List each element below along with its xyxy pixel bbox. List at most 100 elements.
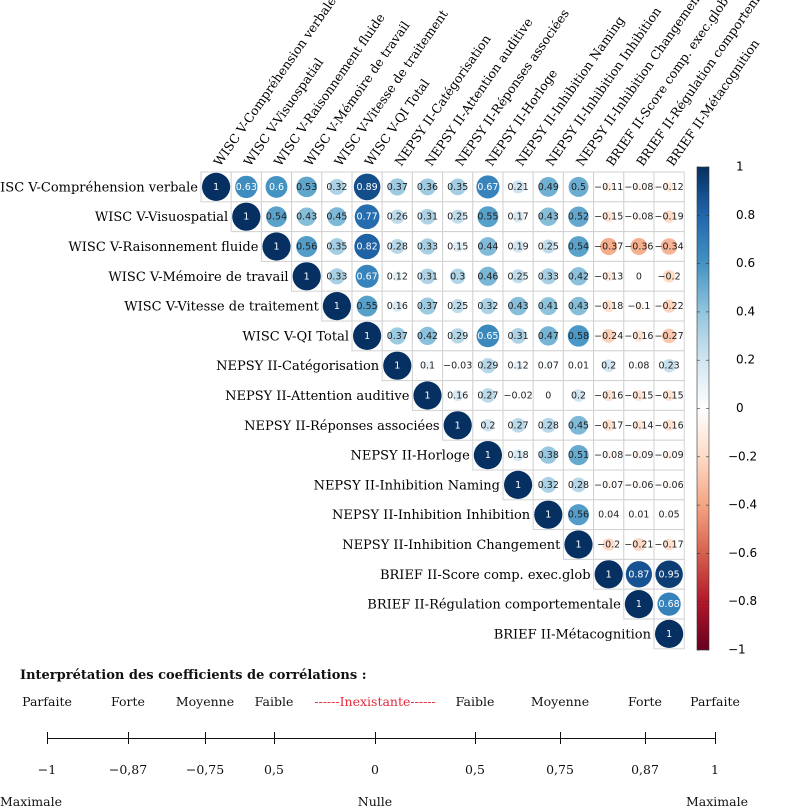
matrix-cell: 0.45 — [321, 201, 353, 233]
row-label: BRIEF II-Régulation comportementale — [367, 598, 621, 613]
matrix-cell: 0.43 — [562, 290, 595, 322]
cell-value: −0.08 — [624, 182, 653, 193]
matrix-cell: 1 — [472, 439, 504, 471]
correlation-circle — [513, 360, 523, 371]
scale-value-label: −1 — [37, 762, 57, 777]
cell-value: 0.54 — [568, 242, 589, 253]
row-label: WISC V-QI Total — [242, 329, 349, 344]
correlation-circle — [481, 418, 495, 432]
correlation-circle — [508, 296, 528, 316]
correlation-circle — [450, 209, 465, 224]
row-label: BRIEF II-Score comp. exec.glob — [380, 568, 591, 583]
correlation-plot: WISC V-Compréhension verbale WISC V-Visuo… — [0, 0, 785, 657]
scale-value-label: 1 — [711, 762, 719, 777]
correlation-circle — [568, 236, 589, 257]
cell-value: −0.17 — [655, 540, 684, 551]
correlation-circle — [567, 504, 590, 526]
cell-value: 0.29 — [447, 331, 468, 342]
cell-value: 0.19 — [508, 242, 529, 253]
correlation-circle — [568, 176, 589, 197]
scale-tick — [375, 732, 376, 744]
correlation-circle — [634, 182, 643, 191]
matrix-cell: 0.42 — [411, 320, 444, 352]
cell-value: −0.16 — [594, 391, 623, 402]
cell-value: −0.2 — [597, 540, 620, 551]
correlation-circle — [655, 560, 683, 589]
cell-value: −0.08 — [594, 450, 623, 461]
cell-value: −0.17 — [594, 420, 623, 431]
cell-value: 0.25 — [447, 212, 468, 223]
matrix-cell: −0.16 — [653, 409, 685, 441]
correlation-circle — [539, 207, 558, 226]
cell-value: 1 — [636, 599, 642, 610]
matrix-cell: 0.56 — [291, 231, 323, 262]
matrix-cell: 1 — [562, 529, 595, 560]
cell-value: 0.67 — [477, 182, 498, 193]
cell-value: −0.15 — [594, 212, 623, 223]
matrix-cell: −0.03 — [442, 350, 474, 382]
correlation-circle — [541, 239, 556, 254]
correlation-circle — [235, 175, 258, 199]
correlation-circle — [455, 363, 461, 369]
matrix-cell: 0.28 — [381, 231, 413, 262]
cell-value: 0.17 — [508, 212, 529, 223]
correlation-circle — [322, 292, 351, 321]
cell-value: 0.46 — [477, 271, 498, 282]
cell-value: 0.43 — [508, 301, 529, 312]
cell-value: 0.5 — [571, 182, 586, 193]
matrix-cell: 0.31 — [411, 260, 444, 292]
correlation-circle — [663, 419, 675, 431]
matrix-cell: −0.12 — [653, 171, 685, 203]
legend-tick-label: 1 — [736, 160, 744, 174]
cell-value: 0.29 — [477, 361, 498, 372]
cell-value: −0.06 — [624, 480, 653, 491]
correlation-circle — [540, 476, 557, 493]
correlation-circle — [327, 207, 347, 227]
cell-value: 0.45 — [568, 420, 589, 431]
cell-value: 0.28 — [387, 242, 408, 253]
correlation-circle — [604, 451, 613, 460]
matrix-cell: −0.13 — [593, 260, 625, 292]
correlation-circle — [296, 176, 317, 198]
cell-value: 1 — [213, 182, 219, 193]
matrix-cell: 0.58 — [562, 320, 595, 352]
correlation-circle — [265, 175, 288, 198]
cell-value: 0.77 — [357, 212, 378, 223]
correlation-circle — [602, 300, 615, 313]
correlation-circle — [479, 298, 496, 315]
correlation-circle — [600, 237, 618, 256]
scale-tick — [475, 732, 476, 744]
cell-value: 0.36 — [417, 182, 438, 193]
correlation-circle — [449, 268, 466, 285]
cell-value: 1 — [364, 331, 370, 342]
cell-value: 0.12 — [387, 271, 408, 282]
matrix-cell: 0.29 — [472, 350, 504, 382]
legend-tick-label: −0.2 — [728, 449, 757, 463]
matrix-cell: 0 — [623, 260, 655, 292]
correlation-circle — [480, 388, 496, 403]
matrix-cell: 0.35 — [321, 231, 353, 262]
legend-tick-label: 0 — [736, 401, 744, 415]
correlation-circle — [202, 172, 231, 201]
correlation-circle — [661, 328, 677, 344]
scale-value-label: 0 — [371, 762, 379, 777]
correlation-circle — [663, 538, 675, 551]
correlation-circle — [633, 330, 645, 342]
cell-value: 0.04 — [598, 510, 619, 521]
legend-tick-label: −0.8 — [728, 594, 757, 608]
cell-value: 0.28 — [538, 420, 559, 431]
correlation-circle — [664, 182, 674, 192]
matrix-cell: 0.12 — [502, 350, 534, 382]
matrix-cell: −0.02 — [502, 380, 534, 411]
correlation-circle — [419, 178, 436, 196]
correlation-circle — [383, 351, 412, 380]
correlation-circle — [534, 500, 563, 529]
scale-axis — [47, 738, 715, 739]
legend-tick-label: 0.6 — [736, 256, 755, 270]
correlation-circle — [664, 450, 674, 460]
matrix-cell: 0.37 — [381, 320, 413, 352]
correlation-circle — [477, 206, 499, 228]
matrix-cell: 0.63 — [230, 171, 262, 203]
correlation-circle — [660, 238, 678, 255]
cell-value: −0.07 — [594, 480, 623, 491]
